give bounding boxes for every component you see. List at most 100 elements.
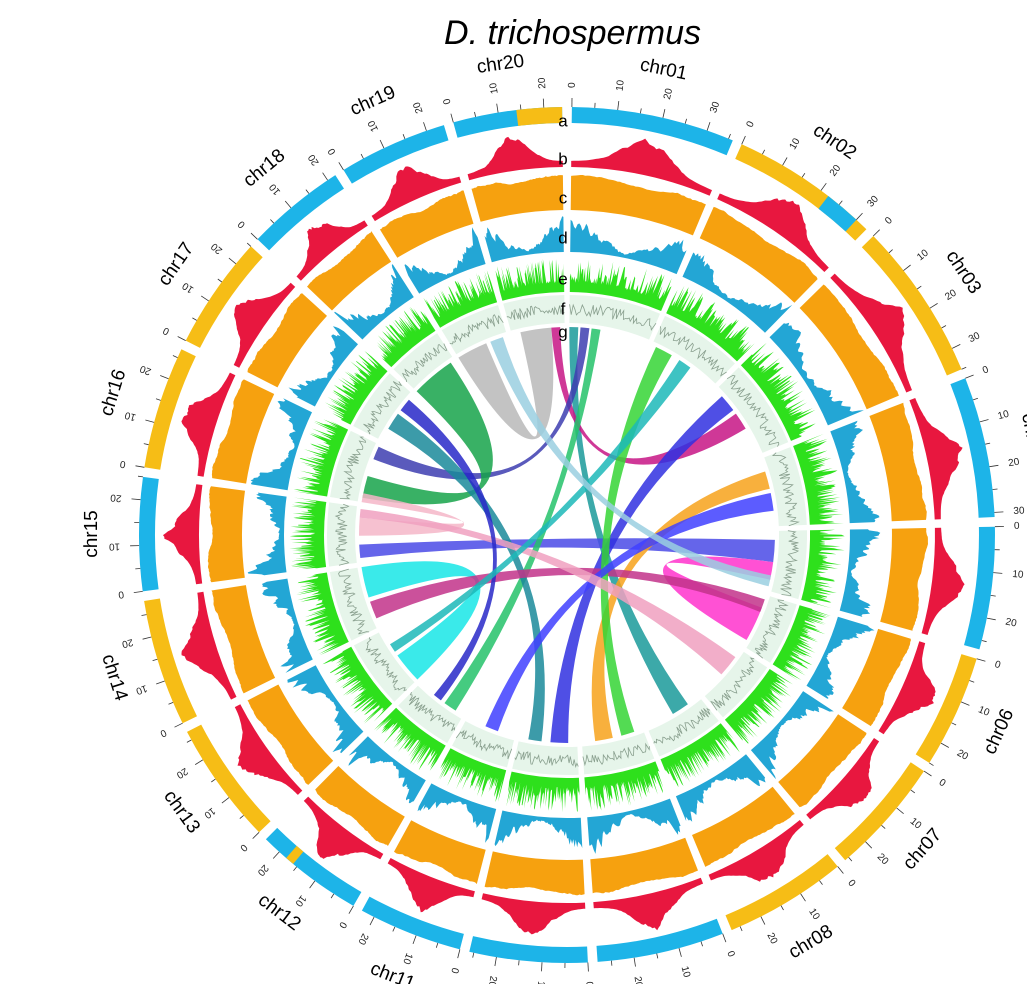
tick-major <box>986 617 996 621</box>
track-e-chr13 <box>322 646 393 724</box>
tick-label: 20 <box>110 492 122 504</box>
track-e-chr16 <box>293 419 349 497</box>
tick-minor <box>611 960 613 966</box>
track-b-chr10 <box>481 893 586 935</box>
karyotype-chr01 <box>571 107 733 156</box>
track-f-line-chr20 <box>506 305 565 320</box>
track-f-bg-chr09 <box>582 732 655 775</box>
tick-label: 20 <box>120 636 134 649</box>
track-f-line-chr09 <box>582 742 650 767</box>
tick-major <box>221 797 230 804</box>
karyotype-chr06 <box>915 654 977 763</box>
tick-label: 20 <box>209 240 225 256</box>
tick-major <box>412 935 417 945</box>
track-c-chr17 <box>247 293 327 388</box>
track-e-chr06 <box>772 605 831 681</box>
tick-minor <box>172 355 178 358</box>
tick-label: 0 <box>117 588 124 600</box>
tick-label: 0 <box>448 966 460 975</box>
tick-major <box>200 295 209 302</box>
tick-label: 20 <box>355 931 370 946</box>
tick-major <box>782 157 788 166</box>
tick-major <box>760 916 766 925</box>
tick-major <box>837 866 844 874</box>
tick-major <box>587 962 589 972</box>
tick-major <box>989 464 999 468</box>
tick-label: 10 <box>134 682 149 696</box>
karyotype-chr14 <box>144 598 197 724</box>
tick-minor <box>992 488 998 490</box>
tick-major <box>896 807 904 815</box>
tick-minor <box>941 325 947 329</box>
track-e-chr15 <box>289 497 327 569</box>
track-d-chr18 <box>334 264 414 340</box>
tick-major <box>923 770 932 777</box>
tick-label: 0 <box>1014 521 1020 532</box>
karyotype-chr13 <box>187 724 271 833</box>
tick-major <box>662 109 666 118</box>
tick-label: 0 <box>845 878 857 890</box>
tick-minor <box>801 172 806 178</box>
track-e-chr02 <box>666 285 755 362</box>
tick-label: 0 <box>583 981 594 984</box>
chromosome-label: chr07 <box>899 825 946 875</box>
tick-minor <box>969 680 975 683</box>
tick-major <box>617 101 620 111</box>
figure-title: D. trichospermus <box>444 14 701 52</box>
tick-minor <box>518 960 520 966</box>
track-d-chr15 <box>247 492 287 576</box>
track-e-chr18 <box>376 306 436 368</box>
track-f-bg-chr19 <box>441 305 506 355</box>
synteny-links <box>358 327 775 744</box>
tick-major <box>976 658 986 662</box>
track-c-chr05 <box>880 528 928 631</box>
track-c-chr14 <box>211 585 276 694</box>
tick-label: 0 <box>237 841 249 853</box>
tick-label: 30 <box>865 194 881 210</box>
tick-major <box>309 880 316 889</box>
tick-major <box>228 257 237 265</box>
track-label-f: f <box>561 299 566 318</box>
track-f-line-chr11 <box>455 729 513 760</box>
tick-label: 0 <box>724 949 736 959</box>
karyotype-segment <box>818 196 857 232</box>
tick-label: 20 <box>138 362 153 376</box>
karyotype-chr19 <box>343 125 449 184</box>
tick-label: 20 <box>875 852 891 868</box>
track-e-chr01 <box>569 260 672 311</box>
track-c-chr01 <box>570 175 706 236</box>
tick-label: 0 <box>336 920 349 931</box>
tick-label: 0 <box>883 215 895 227</box>
tick-label: 10 <box>488 81 501 94</box>
tick-major <box>496 103 499 113</box>
tick-minor <box>137 475 144 478</box>
track-f-line-chr02 <box>659 326 727 377</box>
tick-major <box>177 336 186 341</box>
tick-minor <box>910 789 916 794</box>
track-c-chr19 <box>379 190 474 258</box>
tick-label: 20 <box>486 975 499 984</box>
track-b-chr03 <box>830 273 912 393</box>
tick-label: 0 <box>441 97 453 106</box>
track-b-density <box>163 136 965 935</box>
track-e-density <box>289 259 845 813</box>
tick-major <box>250 232 258 240</box>
tick-label: 0 <box>158 727 168 740</box>
tick-label: 30 <box>1013 505 1025 517</box>
track-b-chr17 <box>233 282 296 368</box>
track-c-chr11 <box>394 820 486 885</box>
track-f-line-chr10 <box>514 750 579 768</box>
tick-major <box>142 636 152 640</box>
tick-major <box>369 916 375 926</box>
tick-major <box>960 701 970 706</box>
tick-major <box>865 841 873 849</box>
track-e-chr09 <box>584 761 664 811</box>
track-b-chr14 <box>181 591 237 700</box>
track-b-chr18 <box>296 220 368 281</box>
link-chr17-chr10 <box>388 413 545 742</box>
track-f-bg-chr01 <box>569 295 660 340</box>
track-b-chr06 <box>878 641 936 735</box>
tick-minor <box>961 366 967 370</box>
tick-major <box>160 375 169 380</box>
tick-minor <box>700 941 703 947</box>
